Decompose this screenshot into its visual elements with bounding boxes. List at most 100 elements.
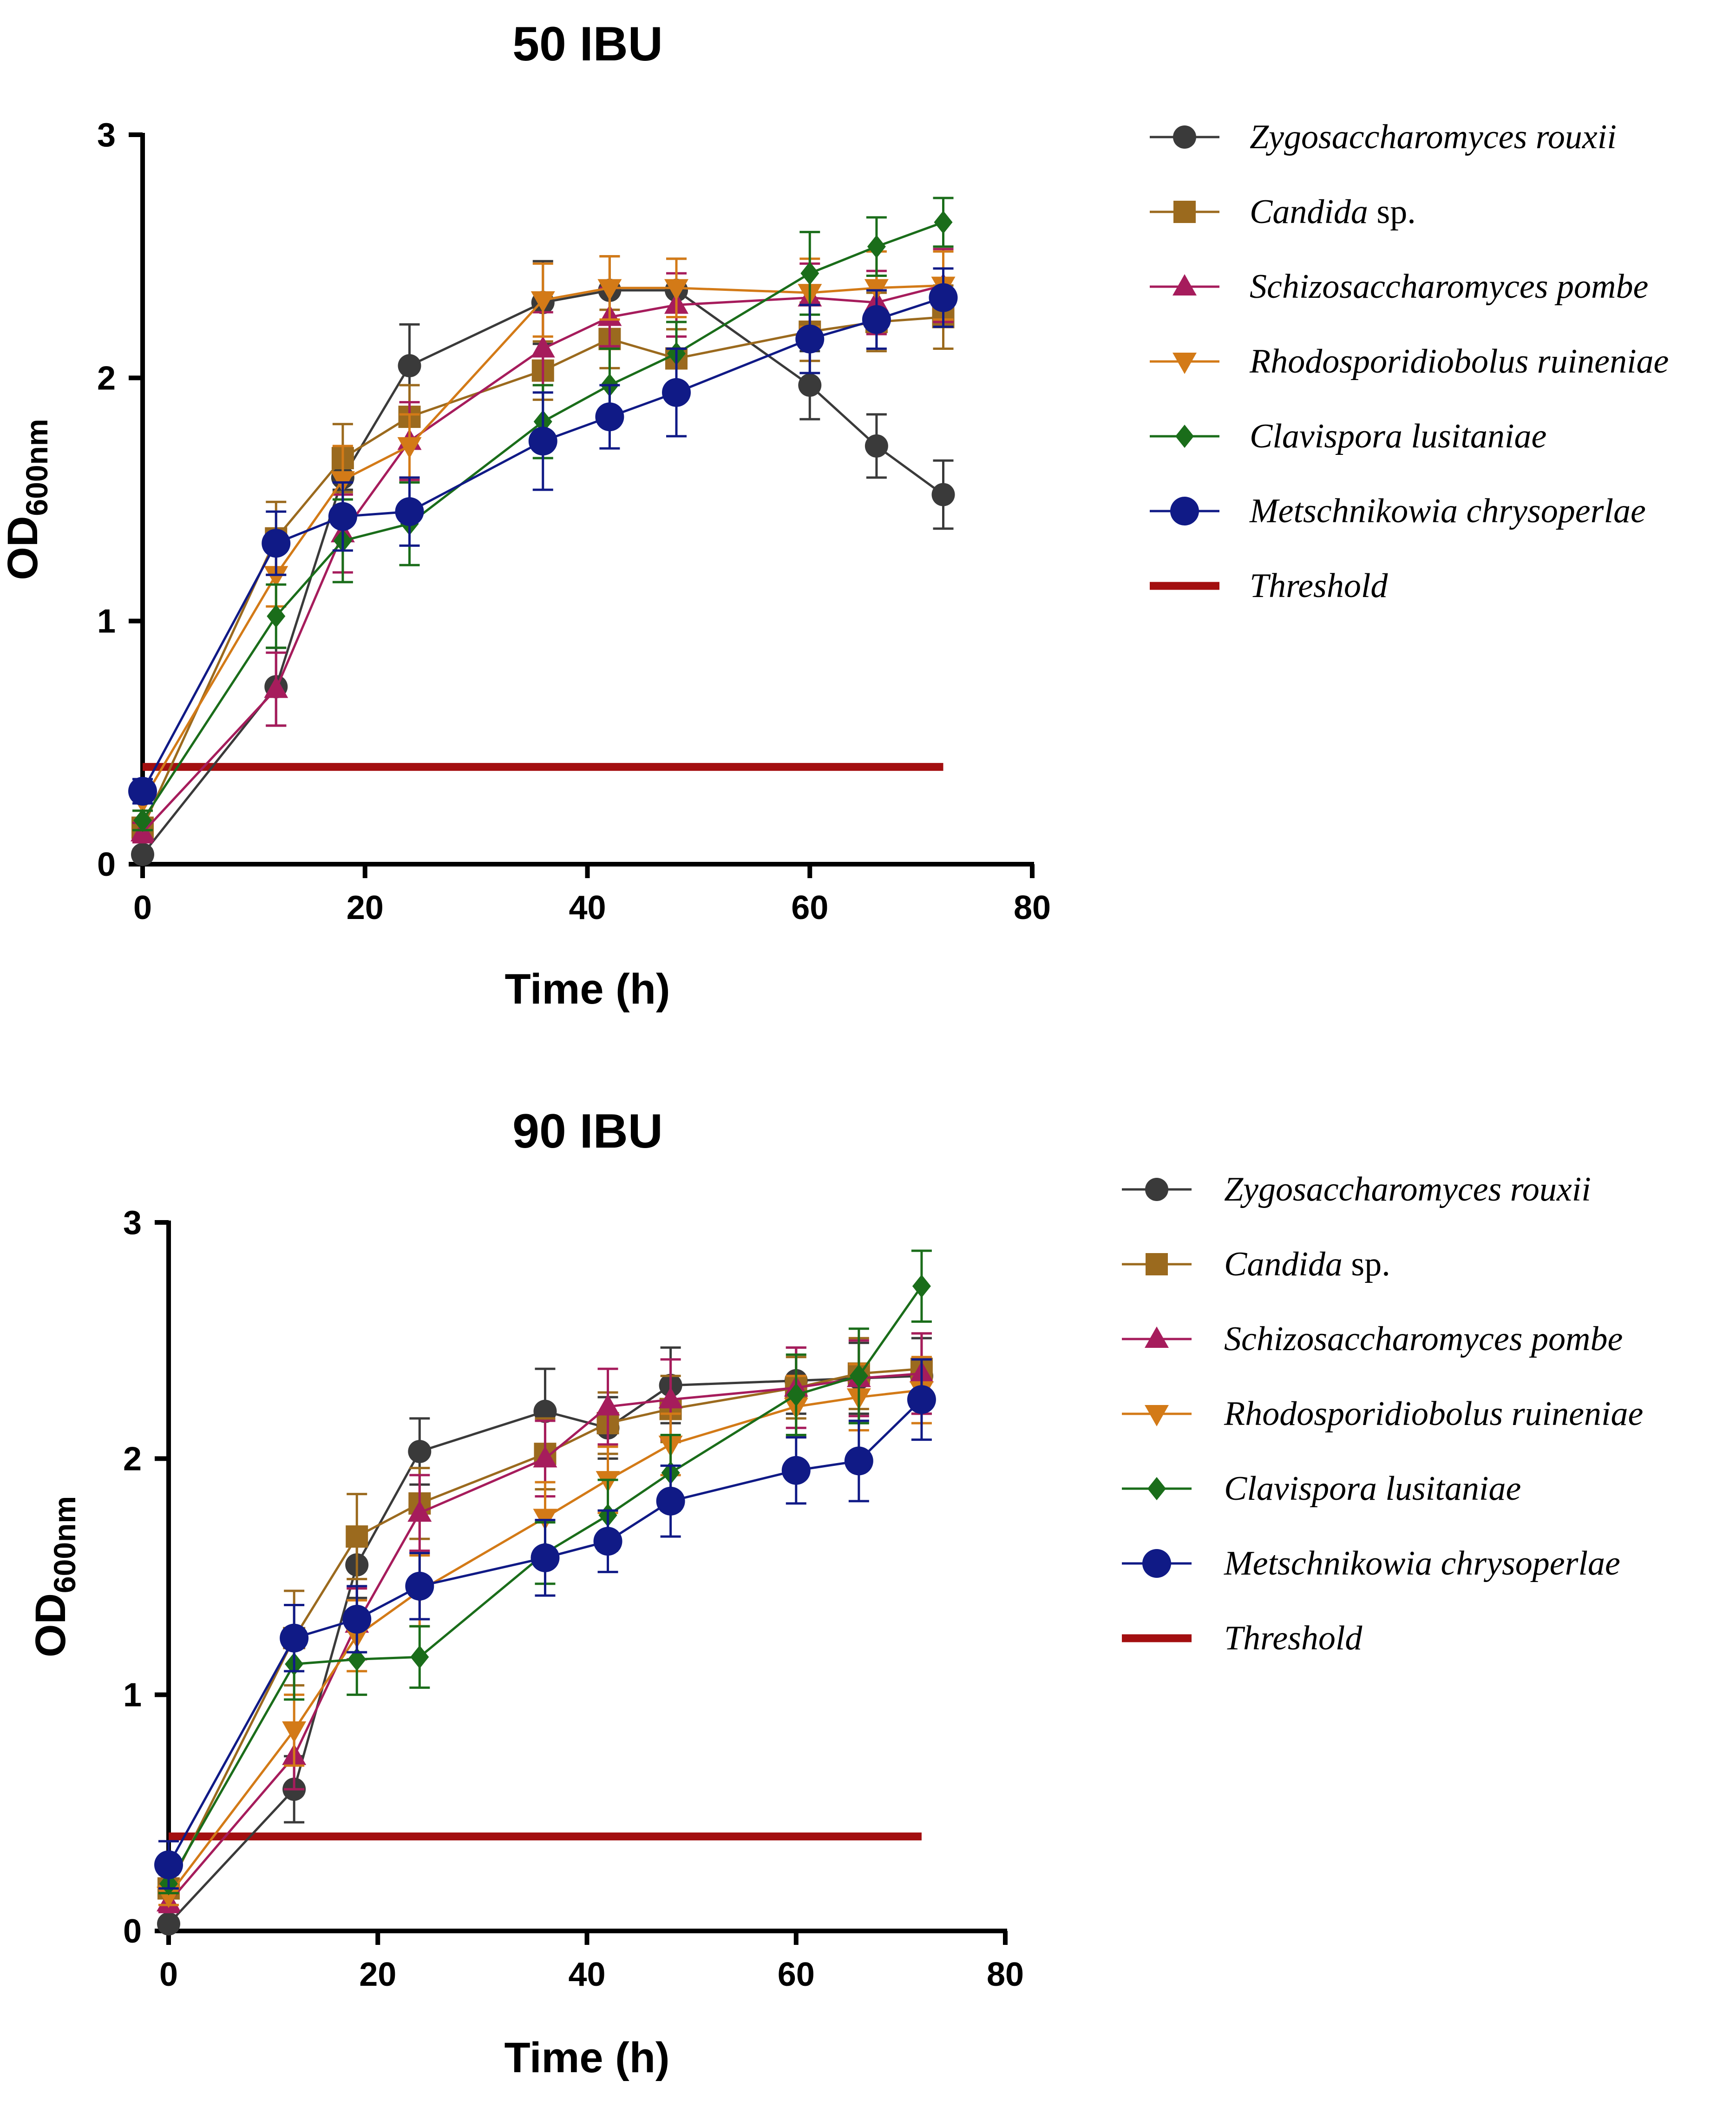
panel2-data-point: [280, 1623, 309, 1653]
panel2-legend-item: Rhodosporidiobolus ruineniae: [1122, 1395, 1643, 1433]
panel2-legend-marker: [1147, 1477, 1166, 1500]
panel1-data-point: [867, 235, 886, 258]
panel2-legend-item-threshold: Threshold: [1122, 1619, 1363, 1657]
panel1-data-point: [395, 497, 424, 526]
panel1-y-tick-label: 0: [97, 846, 116, 883]
panel2-legend-label: Rhodosporidiobolus ruineniae: [1224, 1395, 1643, 1433]
panel1-chart: 50 IBU 0 20 40 60 80 0 1 2 3 Time (h) OD600nm Zygosa…: [0, 17, 1669, 1013]
panel1-data-point: [862, 305, 891, 334]
panel1-data-point: [133, 808, 152, 832]
panel2-data-point: [282, 1721, 307, 1743]
panel1-x-tick-label: 60: [791, 889, 828, 926]
panel1-legend-marker: [1175, 425, 1194, 448]
panel1-data-point: [800, 262, 819, 285]
panel1-legend-item-threshold: Threshold: [1150, 567, 1388, 605]
panel1-data-point: [929, 283, 958, 312]
panel2-series-line: [168, 1372, 922, 1904]
panel1-data-point: [528, 427, 557, 456]
panel1-series-3: [131, 248, 956, 844]
panel2-title: 90 IBU: [512, 1104, 663, 1158]
panel2-legend-marker: [1142, 1549, 1171, 1578]
panel2-legend-marker: [1145, 1405, 1169, 1426]
panel1-data-point: [662, 378, 691, 407]
panel2-data-point: [347, 1648, 367, 1671]
panel1-legend-marker: [1173, 125, 1196, 149]
panel2-legend-label: Schizosaccharomyces pombe: [1224, 1320, 1623, 1358]
panel2-data-point: [533, 1399, 557, 1423]
panel1-y-tick-label: 3: [97, 117, 116, 154]
panel1-series-line: [142, 289, 944, 855]
panel1-x-axis-label: Time (h): [504, 965, 670, 1013]
panel2-data-point: [658, 1387, 683, 1409]
panel2-data-point: [849, 1364, 868, 1388]
panel1-legend-label: Rhodosporidiobolus ruineniae: [1249, 342, 1669, 381]
panel2-legend-item: Zygosaccharomyces rouxii: [1122, 1170, 1591, 1208]
panel2-chart: 90 IBU 0 20 40 60 80 0 1 2 3 Time (h) OD600nm Zygosa…: [27, 1104, 1643, 2081]
panel2-data-point: [346, 1525, 368, 1548]
panel1-data-point: [531, 291, 555, 313]
panel2-series-line: [167, 1285, 923, 1884]
panel2-data-point: [154, 1850, 183, 1879]
panel1-legend-marker: [1173, 353, 1197, 374]
panel1-data-point: [664, 279, 688, 301]
panel2-data-point: [405, 1571, 434, 1601]
panel2-legend-label: Candida sp.: [1224, 1245, 1390, 1283]
panel1-y-axis-label: OD600nm: [0, 419, 54, 580]
panel2-data-point: [407, 1500, 432, 1522]
panel2-y-tick-label: 1: [123, 1677, 142, 1714]
panel1-series-line: [141, 221, 944, 821]
panel2-x-tick-label: 0: [159, 1956, 178, 1993]
panel2-legend-item: Clavispora lusitaniae: [1122, 1470, 1521, 1508]
panel1-legend-label: Threshold: [1250, 567, 1388, 605]
panel1-legend-item: Candida sp.: [1150, 193, 1416, 231]
panel2-data-point: [408, 1440, 432, 1464]
panel1-series-line: [141, 316, 943, 828]
panel2-data-point: [656, 1486, 685, 1516]
panel1-data-point: [798, 374, 822, 397]
panel2-y-tick-label: 3: [123, 1204, 142, 1241]
panel2-data-point: [912, 1274, 931, 1298]
panel2-series-line: [168, 1389, 922, 1897]
panel1-x-tick-label: 0: [133, 889, 152, 926]
panel2-data-point: [531, 1543, 560, 1572]
panel1-x-tick-label: 20: [347, 889, 384, 926]
panel1-legend-label: Clavispora lusitaniae: [1250, 417, 1546, 455]
panel1-data-point: [262, 529, 291, 558]
panel2-legend-label: Metschnikowia chrysoperlae: [1224, 1544, 1620, 1582]
panel1-y-tick-label: 1: [97, 603, 116, 640]
panel1-data-point: [328, 502, 357, 531]
panel1-data-point: [931, 483, 955, 506]
panel1-data-point: [131, 843, 154, 867]
panel1-series-6: [128, 267, 958, 806]
panel2-legend-label: Zygosaccharomyces rouxii: [1224, 1170, 1591, 1208]
panel1-data-point: [267, 604, 286, 628]
panel2-legend-item: Schizosaccharomyces pombe: [1122, 1320, 1623, 1358]
panel1-legend-label: Zygosaccharomyces rouxii: [1250, 118, 1617, 156]
panel1-title: 50 IBU: [512, 17, 663, 71]
panel2-y-tick-label: 2: [123, 1440, 142, 1477]
panel2-series-2: [157, 1332, 933, 1900]
panel1-data-point: [264, 566, 288, 588]
panel2-data-point: [593, 1527, 622, 1556]
panel1-legend-label: Candida sp.: [1250, 193, 1416, 231]
panel2-x-tick-label: 20: [359, 1956, 396, 1993]
panel2-x-tick-label: 60: [778, 1956, 815, 1993]
panel2-y-tick-label: 0: [123, 1913, 142, 1950]
panel2-legend-label: Clavispora lusitaniae: [1224, 1470, 1521, 1508]
panel1-data-point: [934, 210, 953, 234]
panel1-legend-marker: [1170, 497, 1199, 525]
panel2-legend-marker: [1145, 1178, 1168, 1201]
panel2-legend-marker: [1145, 1326, 1169, 1348]
panel1-data-point: [264, 676, 288, 698]
panel1-legend-item: Schizosaccharomyces pombe: [1150, 268, 1648, 306]
panel1-legend: Zygosaccharomyces rouxii Candida sp. Schiz…: [1150, 118, 1669, 605]
panel2-data-point: [907, 1385, 936, 1414]
panel1-data-point: [865, 434, 888, 458]
panel1-data-point: [398, 354, 421, 378]
panel1-series-4: [131, 250, 956, 814]
panel2-series-line: [167, 1367, 922, 1889]
panel2-data-point: [410, 1645, 429, 1669]
panel1-legend-label: Schizosaccharomyces pombe: [1250, 268, 1648, 306]
panel1-legend-item: Zygosaccharomyces rouxii: [1150, 118, 1617, 156]
panel1-data-point: [595, 402, 624, 432]
